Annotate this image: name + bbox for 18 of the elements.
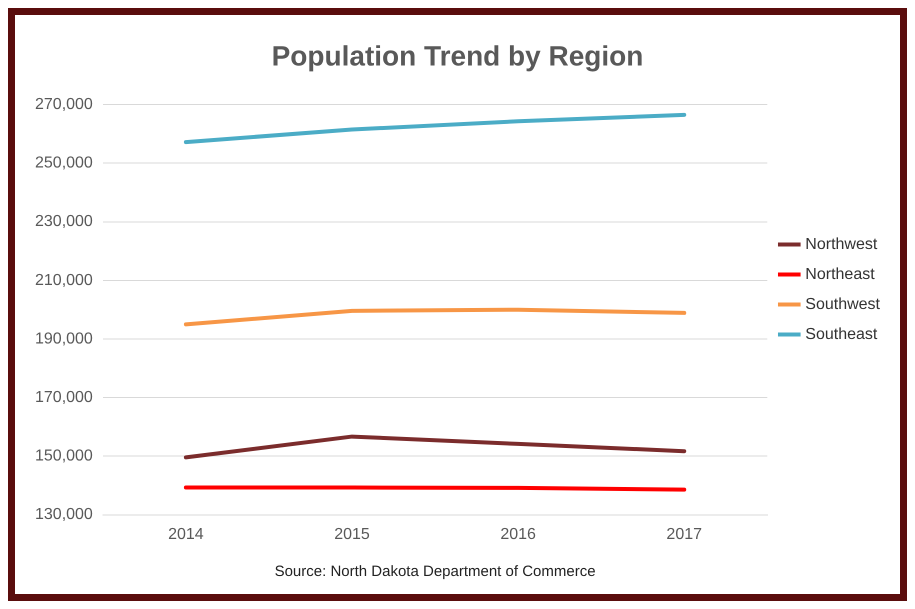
legend-label: Southwest xyxy=(805,296,881,313)
legend-label: Northeast xyxy=(805,266,876,283)
chart-title: Population Trend by Region xyxy=(272,40,644,72)
x-tick-label: 2016 xyxy=(500,526,536,543)
legend-label: Southeast xyxy=(805,326,878,343)
y-tick-label: 210,000 xyxy=(34,272,93,289)
x-tick-label: 2014 xyxy=(168,526,204,543)
y-tick-label: 250,000 xyxy=(34,154,93,172)
y-tick-label: 270,000 xyxy=(34,96,93,114)
x-tick-label: 2017 xyxy=(666,526,702,543)
y-tick-label: 170,000 xyxy=(34,389,93,406)
y-tick-label: 230,000 xyxy=(34,213,93,230)
source-note: Source: North Dakota Department of Commerce xyxy=(274,563,596,580)
y-tick-label: 130,000 xyxy=(34,506,93,524)
legend-label: Northwest xyxy=(805,236,878,253)
y-tick-label: 190,000 xyxy=(34,330,93,348)
x-tick-label: 2015 xyxy=(334,526,370,543)
y-tick-label: 150,000 xyxy=(34,448,93,465)
